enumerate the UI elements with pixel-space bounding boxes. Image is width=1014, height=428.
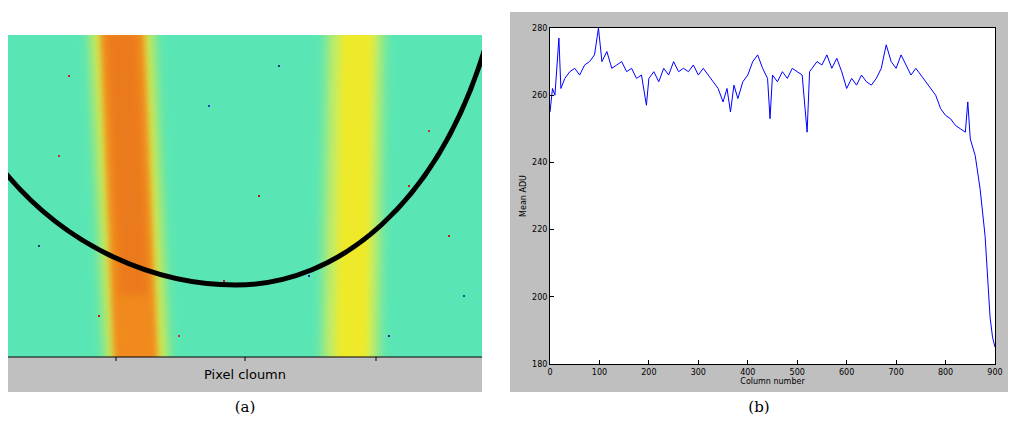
svg-text:300: 300: [691, 368, 706, 377]
svg-text:200: 200: [641, 368, 656, 377]
svg-text:260: 260: [532, 91, 547, 100]
svg-text:0: 0: [547, 368, 552, 377]
svg-text:900: 900: [987, 368, 1002, 377]
html-text:(b): (b): [748, 398, 770, 416]
svg-text:Pixel cloumn: Pixel cloumn: [204, 367, 286, 382]
svg-text:280: 280: [532, 24, 547, 33]
svg-text:Column number: Column number: [740, 377, 805, 386]
svg-text:200: 200: [532, 293, 547, 302]
svg-text:Mean ADU: Mean ADU: [519, 175, 528, 217]
svg-text:180: 180: [532, 360, 547, 369]
svg-text:400: 400: [740, 368, 755, 377]
svg-text:240: 240: [532, 158, 547, 167]
svg-text:500: 500: [790, 368, 805, 377]
svg-text:600: 600: [839, 368, 854, 377]
html-text:(a): (a): [234, 398, 256, 416]
svg-text:700: 700: [888, 368, 903, 377]
svg-text:220: 220: [532, 225, 547, 234]
svg-text:800: 800: [938, 368, 953, 377]
svg-text:100: 100: [592, 368, 607, 377]
